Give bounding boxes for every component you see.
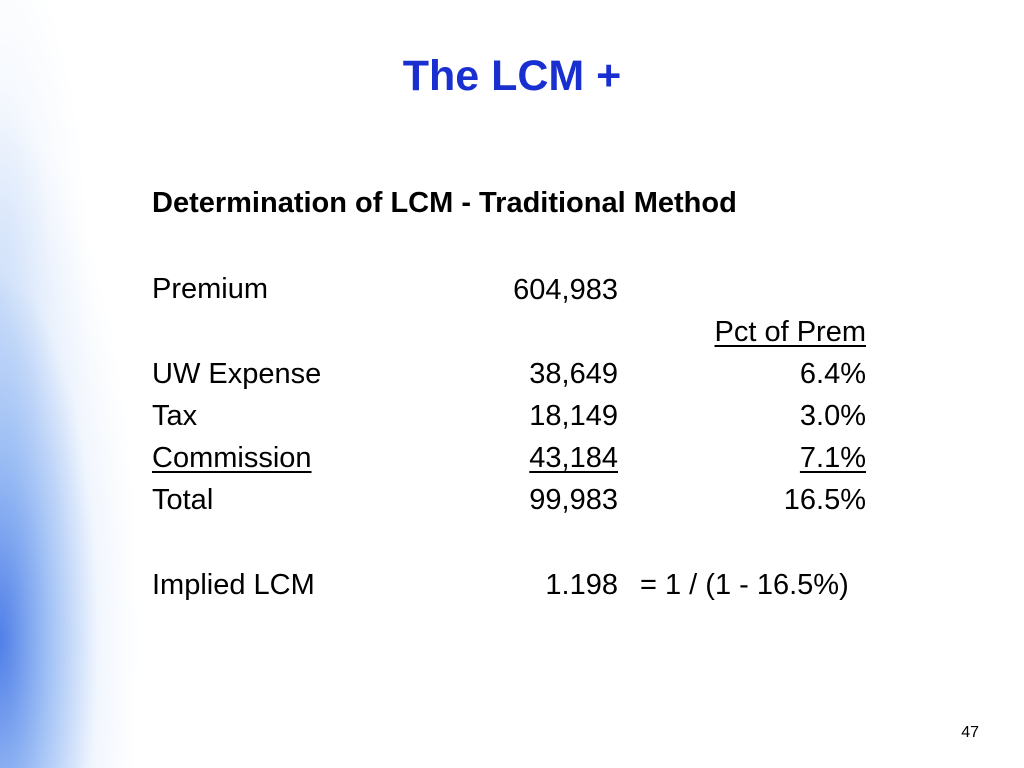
total-pct: 16.5% [783, 484, 866, 516]
implied-lcm-formula: = 1 / (1 - 16.5%) [640, 569, 849, 601]
premium-value: 604,983 [513, 274, 618, 306]
uw-expense-value: 38,649 [529, 358, 618, 390]
tax-label: Tax [152, 400, 198, 432]
total-value: 99,983 [529, 484, 618, 516]
premium-label: Premium [152, 273, 269, 305]
tax-pct: 3.0% [799, 400, 866, 432]
tax-value: 18,149 [529, 400, 618, 432]
slide-title: The LCM + [402, 52, 622, 100]
page-number: 47 [961, 724, 979, 741]
uw-expense-label: UW Expense [152, 358, 322, 390]
uw-expense-pct: 6.4% [799, 358, 866, 390]
pct-of-prem-header: Pct of Prem [714, 316, 867, 348]
implied-lcm-value: 1.198 [545, 569, 618, 601]
decorative-side-band [0, 0, 170, 768]
table-heading: Determination of LCM - Traditional Metho… [152, 187, 737, 219]
commission-pct: 7.1% [799, 442, 866, 474]
implied-lcm-label: Implied LCM [152, 569, 315, 601]
commission-label: Commission [152, 442, 312, 474]
commission-value: 43,184 [529, 442, 618, 474]
total-label: Total [152, 484, 214, 516]
